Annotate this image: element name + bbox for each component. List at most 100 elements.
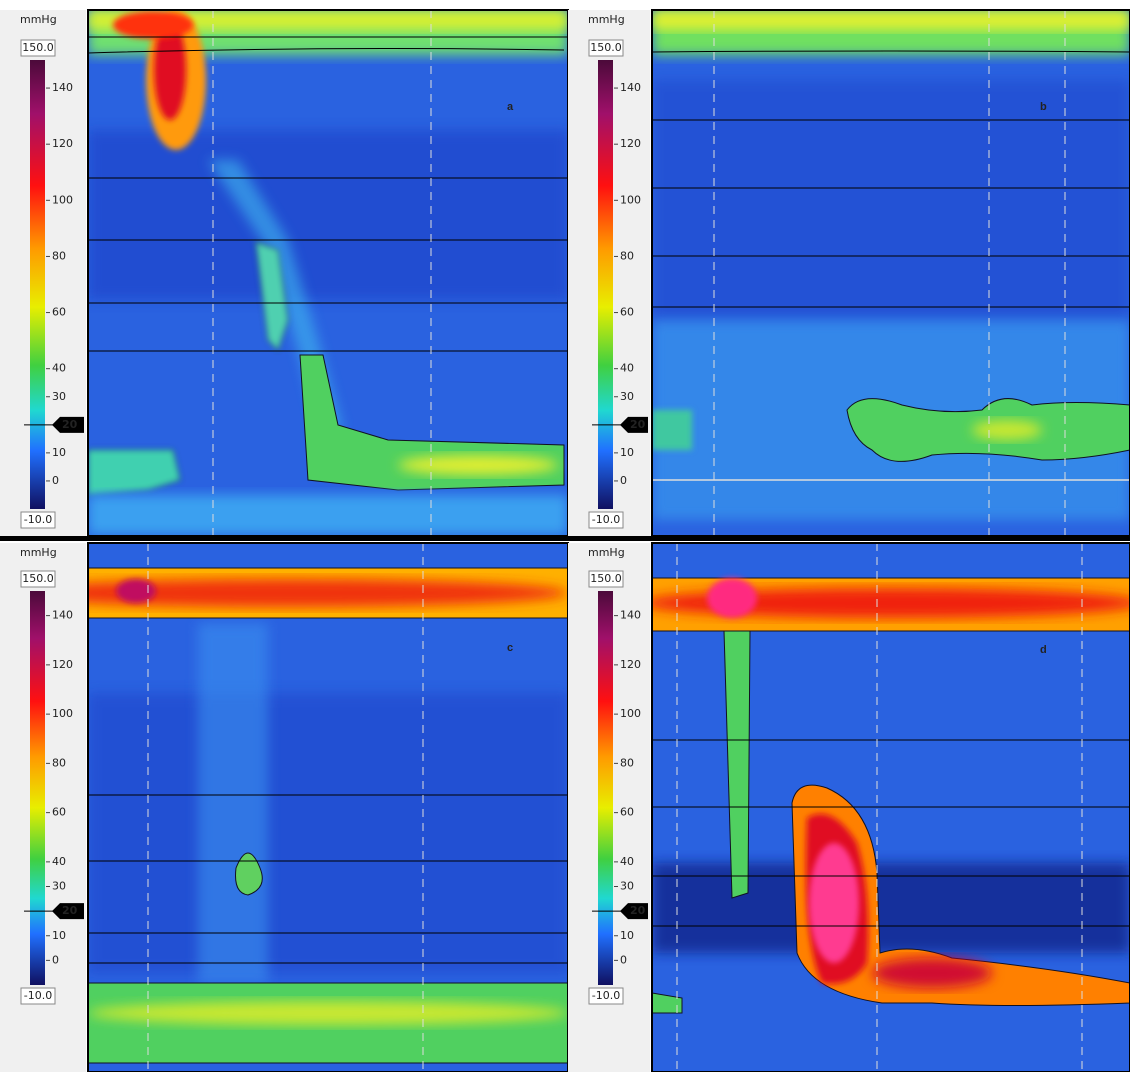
range-min: -10.0 — [24, 513, 52, 526]
bolus — [116, 579, 156, 603]
band — [972, 420, 1042, 440]
plot-frame — [651, 9, 1130, 537]
tick-label: 0 — [620, 953, 627, 966]
panel-label: b — [1040, 101, 1047, 113]
marker-label: 20 — [62, 418, 78, 431]
tick-label: 80 — [620, 756, 634, 769]
tick-label: 80 — [52, 756, 66, 769]
range-box — [20, 511, 56, 529]
tick-label: 10 — [620, 446, 634, 459]
band — [652, 80, 1130, 320]
tick-label: 40 — [52, 855, 66, 868]
tick-label: 40 — [52, 362, 66, 375]
tick-label: 0 — [52, 953, 59, 966]
band — [88, 495, 568, 535]
range-max: 150.0 — [22, 572, 54, 585]
tick-label: 120 — [620, 137, 641, 150]
tick-label: 80 — [52, 249, 66, 262]
colorbar-unit: mmHg — [588, 546, 625, 559]
bolus — [154, 20, 186, 120]
heatmap-content — [652, 10, 1130, 536]
tick-label: 100 — [620, 193, 641, 206]
plot-frame — [651, 542, 1130, 1072]
marker-label: 20 — [630, 904, 646, 917]
tick-label: 10 — [52, 929, 66, 942]
column — [723, 630, 751, 899]
tick-label: 40 — [620, 362, 634, 375]
colorbar — [598, 591, 613, 985]
band — [88, 449, 181, 496]
colorbar — [30, 591, 45, 985]
marker-label: 20 — [630, 418, 646, 431]
range-max: 150.0 — [22, 41, 54, 54]
band — [652, 588, 1130, 618]
panel-label: d — [1040, 644, 1047, 656]
bolus — [235, 852, 263, 896]
band — [88, 693, 568, 973]
band — [652, 410, 692, 450]
range-max: 150.0 — [590, 41, 622, 54]
heatmap-content — [652, 543, 1130, 1072]
tick-label: 60 — [52, 806, 66, 819]
tick-label: 100 — [52, 193, 73, 206]
tick-label: 140 — [52, 81, 73, 94]
tick-label: 60 — [620, 806, 634, 819]
range-min: -10.0 — [592, 989, 620, 1002]
tick-label: 100 — [620, 707, 641, 720]
tick-label: 120 — [52, 658, 73, 671]
tick-label: 40 — [620, 855, 634, 868]
marker-flag — [52, 903, 84, 920]
bolus — [872, 958, 992, 988]
band — [652, 992, 683, 1014]
bolus — [707, 578, 757, 618]
tick-label: 100 — [52, 707, 73, 720]
bolus — [809, 843, 859, 963]
range-box — [20, 987, 56, 1005]
band — [88, 130, 568, 300]
tick-label: 120 — [52, 137, 73, 150]
marker-flag — [52, 416, 84, 433]
tick-label: 140 — [620, 81, 641, 94]
tick-label: 0 — [620, 474, 627, 487]
colorbar — [30, 60, 45, 509]
bolus — [113, 11, 193, 39]
band — [88, 579, 568, 607]
heatmap — [88, 543, 568, 1072]
colorbar-unit: mmHg — [20, 13, 57, 26]
tick-label: 60 — [620, 306, 634, 319]
marker-flag — [620, 416, 648, 433]
tick-label: 10 — [52, 446, 66, 459]
band — [88, 10, 568, 30]
range-box — [588, 570, 624, 588]
band — [652, 10, 1130, 30]
tick-label: 30 — [52, 390, 66, 403]
tick-label: 10 — [620, 929, 634, 942]
marker-flag — [620, 903, 648, 920]
tick-label: 30 — [620, 390, 634, 403]
range-box — [20, 39, 56, 57]
tick-label: 80 — [620, 249, 634, 262]
heatmap-content — [88, 10, 568, 536]
panel-label: a — [507, 101, 514, 113]
colorbar — [598, 60, 613, 509]
range-min: -10.0 — [592, 513, 620, 526]
colorbar-unit: mmHg — [20, 546, 57, 559]
band — [398, 455, 558, 475]
marker-label: 20 — [62, 904, 78, 917]
panel-label: c — [507, 642, 513, 654]
heatmap — [652, 10, 1130, 536]
range-min: -10.0 — [24, 989, 52, 1002]
tick-label: 30 — [620, 880, 634, 893]
tick-label: 0 — [52, 474, 59, 487]
tick-label: 60 — [52, 306, 66, 319]
range-box — [588, 987, 624, 1005]
wave — [255, 241, 289, 351]
tick-label: 120 — [620, 658, 641, 671]
colorbar-unit: mmHg — [588, 13, 625, 26]
heatmap — [88, 10, 568, 536]
